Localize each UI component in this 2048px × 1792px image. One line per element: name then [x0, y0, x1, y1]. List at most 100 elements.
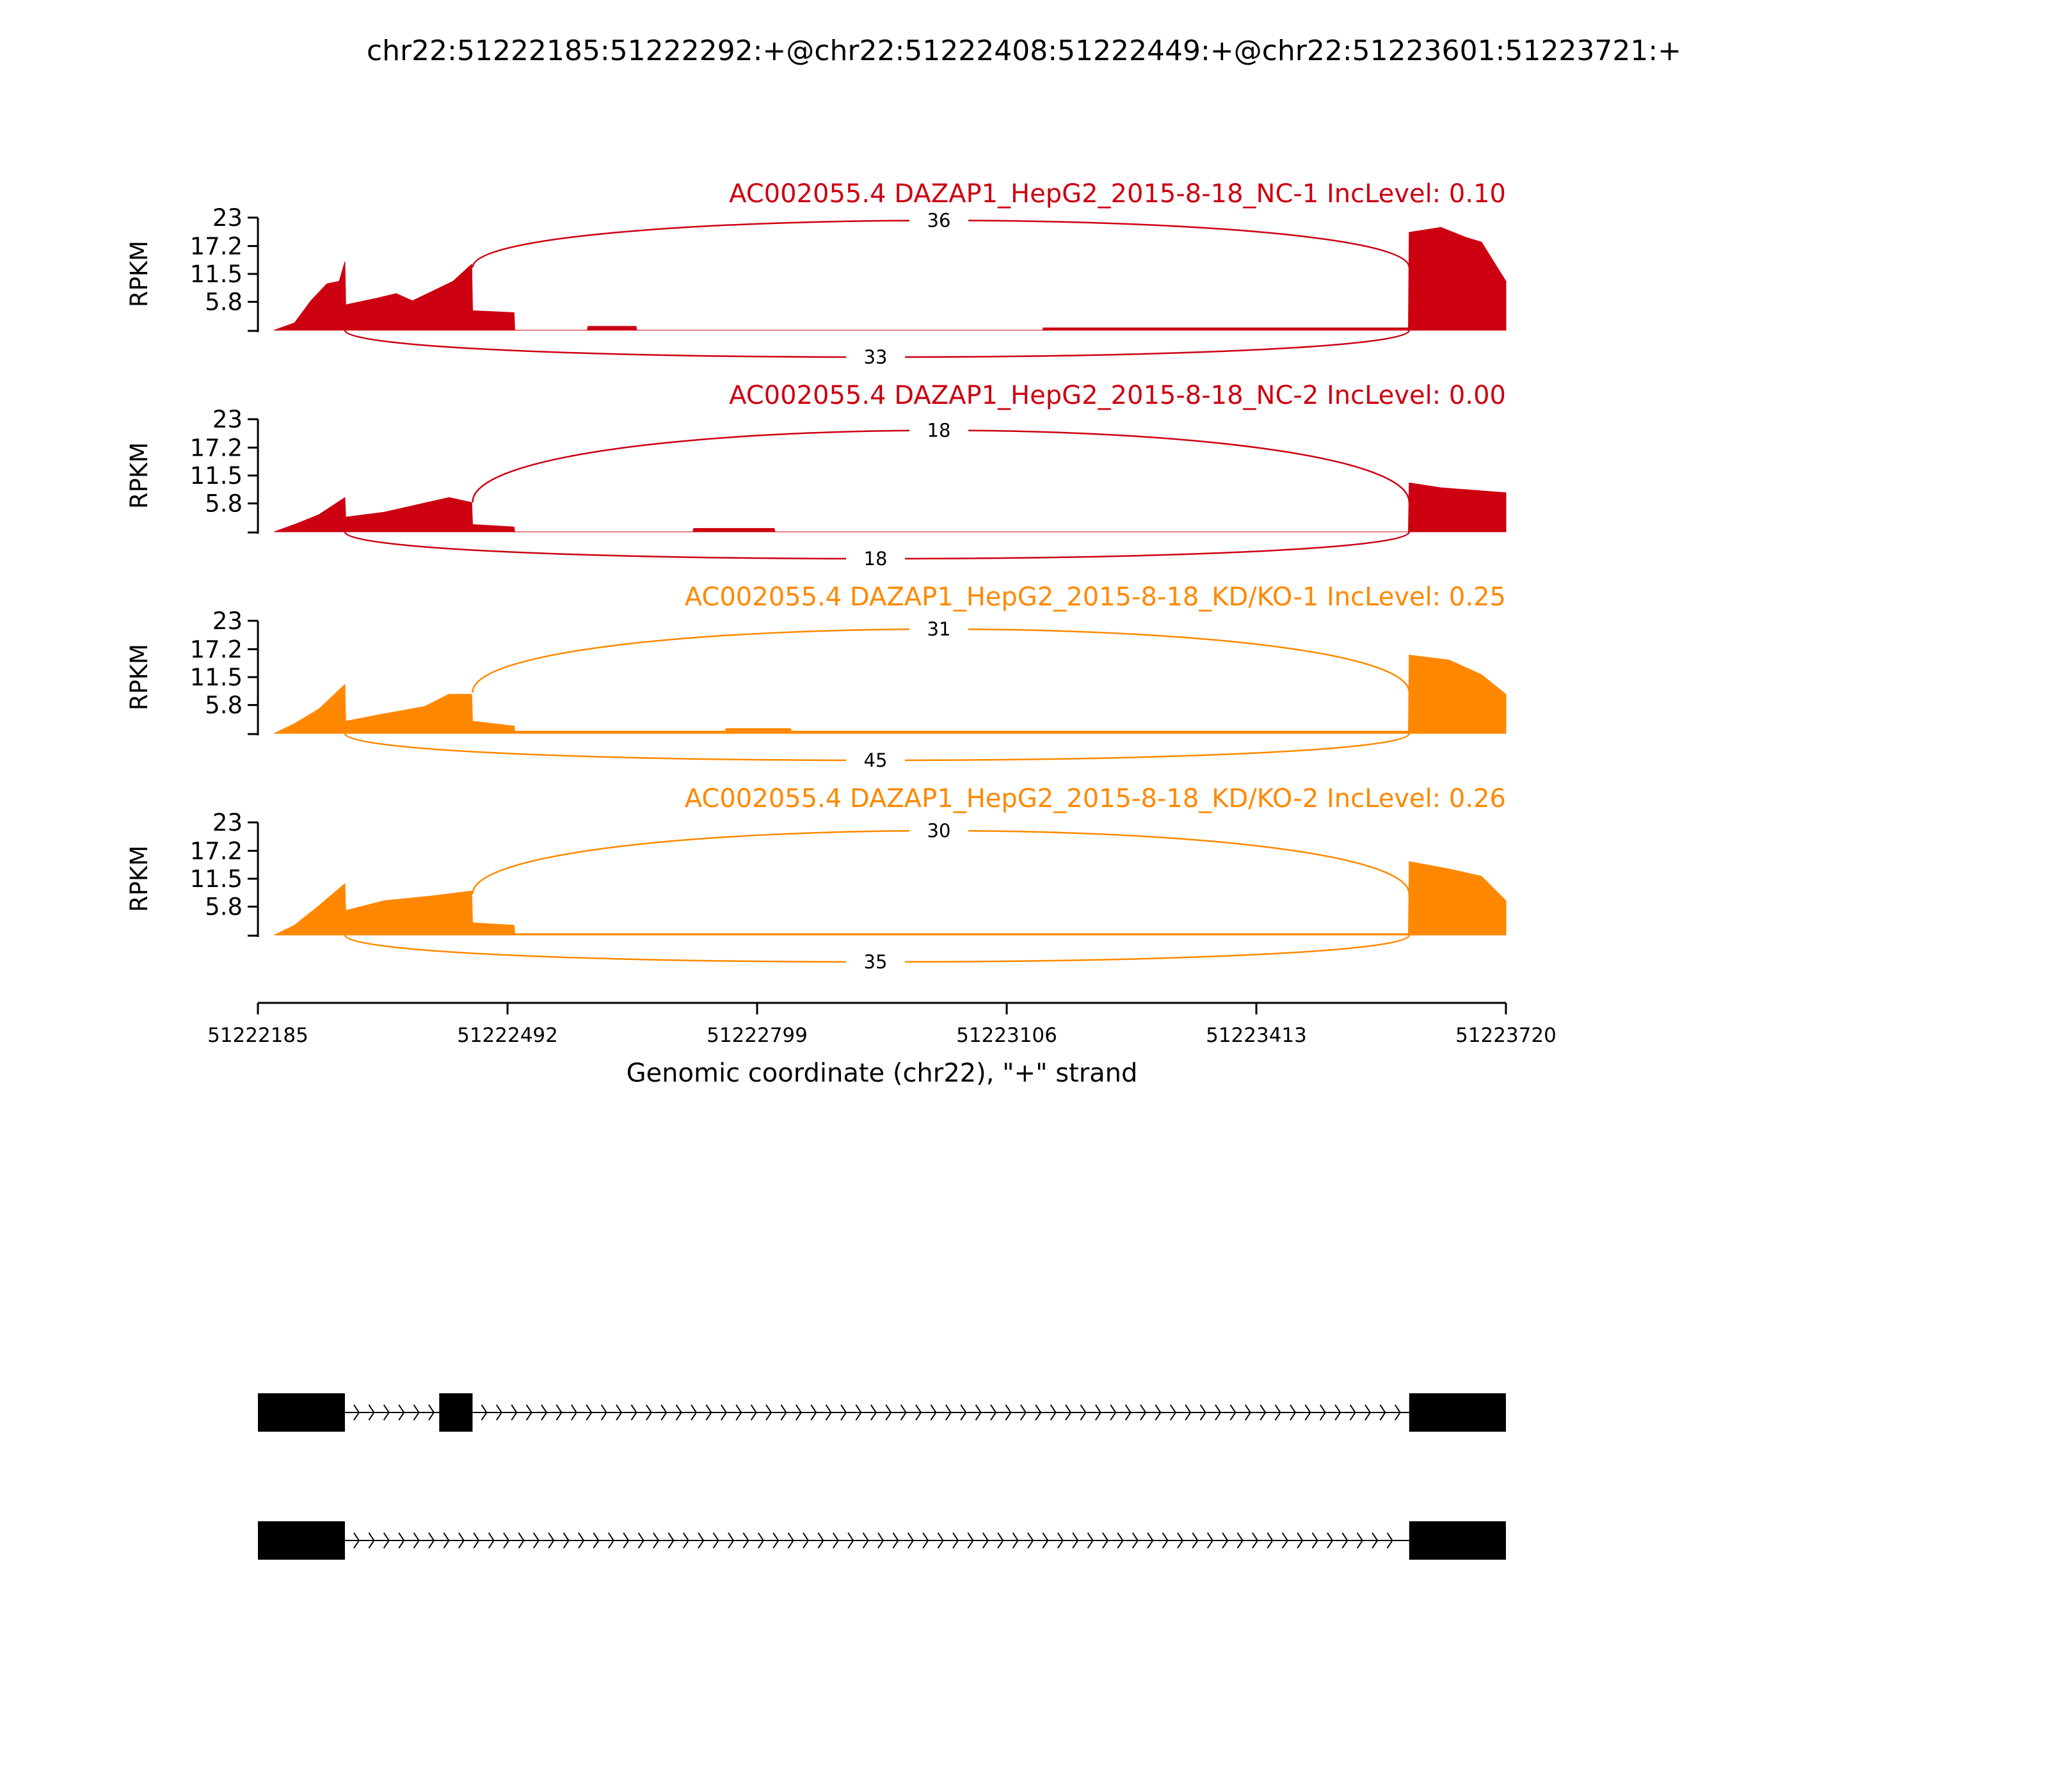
junction-count: 33 [864, 346, 888, 368]
coverage-area [274, 482, 1507, 532]
strand-arrow [1334, 1404, 1341, 1421]
strand-arrow [1080, 1404, 1087, 1421]
strand-arrow [772, 1532, 780, 1549]
strand-arrow [795, 1404, 802, 1421]
strand-arrow [728, 1532, 735, 1549]
x-tick-label: 51223720 [1455, 1024, 1556, 1047]
y-tick-label: 5.8 [205, 893, 243, 921]
y-tick-label: 17.2 [190, 837, 243, 865]
strand-arrow [720, 1404, 727, 1421]
strand-arrow [1094, 1404, 1101, 1421]
strand-arrow [930, 1404, 937, 1421]
strand-arrow [1206, 1532, 1213, 1549]
strand-arrow [1341, 1532, 1348, 1549]
strand-arrow [885, 1404, 892, 1421]
strand-arrow [1327, 1532, 1334, 1549]
y-axis-label: RPKM [125, 442, 153, 509]
strand-arrow [593, 1532, 600, 1549]
strand-arrow [803, 1532, 810, 1549]
strand-arrow [870, 1404, 877, 1421]
strand-arrow [1169, 1404, 1176, 1421]
strand-arrow [413, 1404, 420, 1421]
strand-arrow [787, 1532, 794, 1549]
strand-arrow [413, 1532, 420, 1549]
junction-label-box [846, 951, 905, 973]
strand-arrow [1102, 1532, 1109, 1549]
strand-arrow [503, 1532, 510, 1549]
transcript-1 [258, 1393, 1506, 1432]
strand-arrow [712, 1532, 719, 1549]
y-tick-label: 17.2 [190, 434, 243, 461]
y-tick-label: 5.8 [205, 490, 243, 518]
junction-label-box [846, 749, 905, 771]
strand-arrow [525, 1404, 532, 1421]
strand-arrow [1012, 1532, 1019, 1549]
strand-arrow [398, 1404, 405, 1421]
strand-arrow [922, 1532, 929, 1549]
strand-arrow [1386, 1532, 1393, 1549]
strand-arrow [1290, 1404, 1297, 1421]
y-axis-label: RPKM [125, 241, 153, 307]
strand-arrow [765, 1404, 772, 1421]
strand-arrow [1222, 1532, 1229, 1549]
transcript-models [258, 1393, 1506, 1560]
strand-arrow [518, 1532, 525, 1549]
strand-arrow [428, 1404, 435, 1421]
y-tick-label: 17.2 [190, 232, 243, 260]
strand-arrow [668, 1532, 675, 1549]
strand-arrow [1005, 1404, 1012, 1421]
strand-arrow [892, 1532, 899, 1549]
transcript-2 [258, 1521, 1506, 1560]
strand-arrow [705, 1404, 712, 1421]
strand-arrow [1281, 1532, 1288, 1549]
track-title: AC002055.4 DAZAP1_HepG2_2015-8-18_NC-2 I… [729, 381, 1506, 410]
x-tick-label: 51222492 [457, 1024, 558, 1047]
strand-arrow [1185, 1404, 1192, 1421]
strand-arrow [1252, 1532, 1259, 1549]
junction-label-box [909, 419, 968, 442]
strand-arrow [1072, 1532, 1079, 1549]
y-tick-label: 11.5 [190, 260, 243, 288]
strand-arrow [511, 1404, 518, 1421]
strand-arrow [556, 1404, 563, 1421]
strand-arrow [698, 1532, 705, 1549]
strand-arrow [623, 1532, 630, 1549]
strand-arrow [1356, 1532, 1363, 1549]
y-tick-label: 11.5 [190, 664, 243, 691]
strand-arrow [691, 1404, 698, 1421]
x-tick-label: 51222185 [207, 1024, 308, 1047]
strand-arrow [855, 1404, 862, 1421]
junction-count: 36 [927, 210, 951, 232]
strand-arrow [1020, 1404, 1027, 1421]
strand-arrow [915, 1404, 922, 1421]
junction-count: 18 [864, 548, 888, 570]
y-tick-label: 11.5 [190, 865, 243, 893]
y-tick-label: 5.8 [205, 289, 243, 316]
strand-arrow [982, 1532, 989, 1549]
strand-arrow [967, 1532, 974, 1549]
exon-block [1409, 1521, 1506, 1560]
strand-arrow [353, 1404, 360, 1421]
x-tick-label: 51223106 [956, 1024, 1057, 1047]
strand-arrow [1229, 1404, 1236, 1421]
strand-arrow [368, 1404, 375, 1421]
strand-arrow [1364, 1404, 1372, 1421]
strand-arrow [600, 1404, 607, 1421]
strand-arrow [817, 1532, 824, 1549]
strand-arrow [616, 1404, 623, 1421]
strand-arrow [1147, 1532, 1154, 1549]
strand-arrow [383, 1532, 390, 1549]
strand-arrow [1379, 1404, 1386, 1421]
strand-arrow [1215, 1404, 1222, 1421]
strand-arrow [952, 1532, 959, 1549]
junction-label-box [909, 618, 968, 640]
strand-arrow [630, 1404, 637, 1421]
x-axis-label: Genomic coordinate (chr22), "+" strand [627, 1059, 1138, 1088]
coverage-area [274, 861, 1507, 936]
strand-arrow [1132, 1532, 1139, 1549]
strand-arrow [1042, 1532, 1049, 1549]
strand-arrow [1349, 1404, 1356, 1421]
strand-arrow [757, 1532, 764, 1549]
junction-count: 18 [927, 420, 951, 442]
